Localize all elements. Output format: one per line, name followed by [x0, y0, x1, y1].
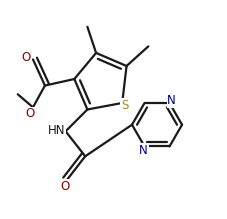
Text: HN: HN — [48, 124, 66, 137]
Text: N: N — [139, 144, 148, 157]
Text: O: O — [60, 180, 69, 193]
Text: N: N — [167, 94, 176, 107]
Text: S: S — [121, 99, 128, 112]
Text: O: O — [25, 107, 34, 120]
Text: O: O — [21, 51, 31, 64]
